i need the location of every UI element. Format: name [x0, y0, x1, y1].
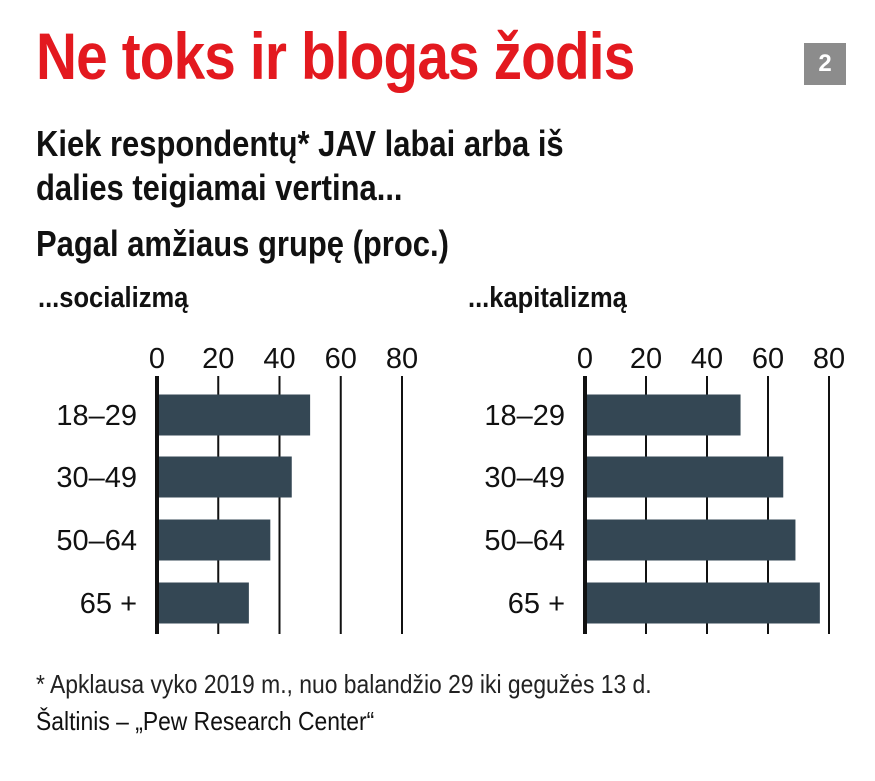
category-label-socialism-2: 50–64	[56, 525, 137, 557]
category-label-capitalism-3: 65 +	[508, 588, 565, 620]
x-tick-label-socialism-40: 40	[263, 343, 295, 375]
bar-capitalism-3	[585, 582, 820, 624]
x-tick-label-capitalism-40: 40	[691, 343, 723, 375]
bar-capitalism-1	[585, 456, 784, 498]
category-label-capitalism-2: 50–64	[484, 525, 565, 557]
x-tick-label-socialism-0: 0	[149, 343, 165, 375]
x-tick-label-capitalism-60: 60	[752, 343, 784, 375]
category-label-socialism-1: 30–49	[56, 462, 137, 494]
grouping-label: Pagal amžiaus grupę (proc.)	[36, 223, 449, 264]
x-tick-label-socialism-80: 80	[386, 343, 418, 375]
x-tick-label-capitalism-80: 80	[813, 343, 845, 375]
subtitle-line-1: Kiek respondentų* JAV labai arba iš	[36, 123, 564, 164]
x-tick-label-socialism-60: 60	[325, 343, 357, 375]
panel-title-socialism: ...socializmą	[38, 282, 189, 314]
category-label-socialism-0: 18–29	[56, 400, 137, 432]
bar-socialism-2	[157, 519, 271, 561]
x-tick-label-capitalism-0: 0	[577, 343, 593, 375]
bar-socialism-0	[157, 394, 311, 436]
bar-capitalism-2	[585, 519, 796, 561]
panel-title-capitalism: ...kapitalizmą	[468, 282, 627, 314]
source-note: Šaltinis – „Pew Research Center“	[36, 706, 375, 736]
category-label-capitalism-1: 30–49	[484, 462, 565, 494]
bar-socialism-3	[157, 582, 249, 624]
chart-subtitle: Kiek respondentų* JAV labai arba iš dali…	[36, 122, 564, 210]
subtitle-line-2: dalies teigiamai vertina...	[36, 167, 403, 208]
page-number-badge: 2	[804, 43, 846, 85]
category-label-capitalism-0: 18–29	[484, 400, 565, 432]
chart-title: Ne toks ir blogas žodis	[36, 19, 635, 93]
bar-capitalism-0	[585, 394, 741, 436]
x-tick-label-capitalism-20: 20	[630, 343, 662, 375]
category-label-socialism-3: 65 +	[80, 588, 137, 620]
x-tick-label-socialism-20: 20	[202, 343, 234, 375]
bar-socialism-1	[157, 456, 292, 498]
footnote: * Apklausa vyko 2019 m., nuo balandžio 2…	[36, 669, 652, 699]
